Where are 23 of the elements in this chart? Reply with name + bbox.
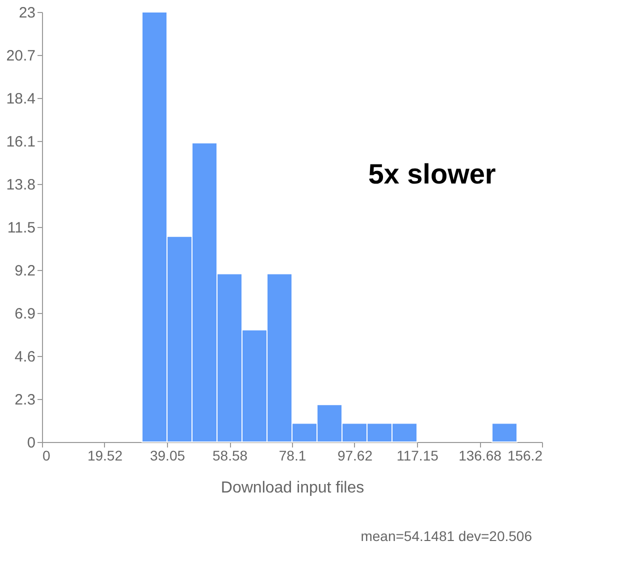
text: mean=54.1481 dev=20.506: [360, 528, 532, 544]
x-tick-label: 58.58: [212, 448, 248, 464]
y-tick-label: 18.4: [6, 90, 36, 108]
y-tick-label: 23: [18, 4, 36, 22]
x-tick-label: 78.1: [278, 448, 306, 464]
x-axis-title: Download input files: [220, 480, 364, 496]
x-tick-label: 156.2: [507, 448, 543, 464]
annotation: 5x slower: [368, 158, 496, 190]
y-tick-label: 13.8: [6, 176, 36, 194]
y-tick-label: 2.3: [14, 392, 36, 408]
y-tick-label: 11.5: [7, 220, 36, 236]
y-tick-label: 9.2: [14, 262, 36, 280]
y-tick-label: 16.1: [6, 134, 36, 150]
y-tick-label: 20.7: [6, 48, 36, 64]
x-tick-label: 39.05: [150, 448, 186, 464]
y-tick-label: 6.9: [14, 306, 36, 322]
y-tick-label: 4.6: [14, 348, 36, 366]
x-tick-label: 19.52: [87, 448, 123, 464]
y-tick-label: 0: [27, 434, 36, 452]
x-tick-label: 136.68: [458, 448, 502, 464]
x-tick-label: 117.15: [396, 448, 439, 464]
x-tick-label: 0: [42, 448, 50, 464]
x-tick-label: 97.62: [337, 448, 373, 464]
